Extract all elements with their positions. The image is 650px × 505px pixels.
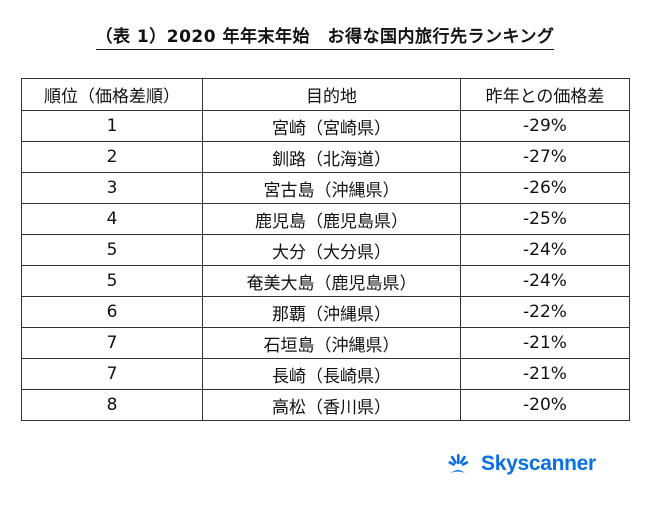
header-price-diff: 昨年との価格差 bbox=[460, 78, 630, 111]
ranking-table: 順位（価格差順） 目的地 昨年との価格差 1 宮崎（宮崎県） -29% 2 釧路（北海… bbox=[21, 78, 630, 421]
rank-cell: 8 bbox=[21, 389, 203, 421]
page-title: （表 1）2020 年年末年始 お得な国内旅行先ランキング bbox=[0, 22, 650, 50]
logo-text: Skyscanner bbox=[481, 452, 596, 475]
rank-cell: 7 bbox=[21, 358, 203, 390]
rank-cell: 2 bbox=[21, 141, 203, 173]
price-diff-cell: -20% bbox=[460, 389, 630, 421]
destination-cell: 宮古島（沖縄県） bbox=[202, 172, 461, 204]
price-diff-cell: -24% bbox=[460, 265, 630, 297]
table-row: 6 那覇（沖縄県） -22% bbox=[21, 296, 630, 328]
header-rank: 順位（価格差順） bbox=[21, 78, 203, 111]
destination-cell: 高松（香川県） bbox=[202, 389, 461, 421]
price-diff-cell: -29% bbox=[460, 110, 630, 142]
destination-cell: 奄美大島（鹿児島県） bbox=[202, 265, 461, 297]
rank-cell: 1 bbox=[21, 110, 203, 142]
price-diff-cell: -27% bbox=[460, 141, 630, 173]
table-row: 5 大分（大分県） -24% bbox=[21, 234, 630, 266]
table-row: 7 石垣島（沖縄県） -21% bbox=[21, 327, 630, 359]
title-text: （表 1）2020 年年末年始 お得な国内旅行先ランキング bbox=[95, 27, 555, 50]
skyscanner-logo: Skyscanner bbox=[441, 450, 596, 478]
table-row: 4 鹿児島（鹿児島県） -25% bbox=[21, 203, 630, 235]
table-row: 1 宮崎（宮崎県） -29% bbox=[21, 110, 630, 142]
rank-cell: 7 bbox=[21, 327, 203, 359]
table-row: 2 釧路（北海道） -27% bbox=[21, 141, 630, 173]
destination-cell: 大分（大分県） bbox=[202, 234, 461, 266]
price-diff-cell: -21% bbox=[460, 358, 630, 390]
destination-cell: 釧路（北海道） bbox=[202, 141, 461, 173]
table-header-row: 順位（価格差順） 目的地 昨年との価格差 bbox=[21, 78, 630, 111]
rank-cell: 5 bbox=[21, 234, 203, 266]
sunrise-icon bbox=[441, 452, 475, 476]
price-diff-cell: -22% bbox=[460, 296, 630, 328]
price-diff-cell: -26% bbox=[460, 172, 630, 204]
destination-cell: 宮崎（宮崎県） bbox=[202, 110, 461, 142]
price-diff-cell: -25% bbox=[460, 203, 630, 235]
price-diff-cell: -24% bbox=[460, 234, 630, 266]
table-row: 3 宮古島（沖縄県） -26% bbox=[21, 172, 630, 204]
destination-cell: 長崎（長崎県） bbox=[202, 358, 461, 390]
table-row: 7 長崎（長崎県） -21% bbox=[21, 358, 630, 390]
rank-cell: 5 bbox=[21, 265, 203, 297]
rank-cell: 4 bbox=[21, 203, 203, 235]
table-row: 5 奄美大島（鹿児島県） -24% bbox=[21, 265, 630, 297]
destination-cell: 那覇（沖縄県） bbox=[202, 296, 461, 328]
destination-cell: 石垣島（沖縄県） bbox=[202, 327, 461, 359]
destination-cell: 鹿児島（鹿児島県） bbox=[202, 203, 461, 235]
rank-cell: 3 bbox=[21, 172, 203, 204]
header-destination: 目的地 bbox=[202, 78, 461, 111]
price-diff-cell: -21% bbox=[460, 327, 630, 359]
rank-cell: 6 bbox=[21, 296, 203, 328]
table-row: 8 高松（香川県） -20% bbox=[21, 389, 630, 421]
